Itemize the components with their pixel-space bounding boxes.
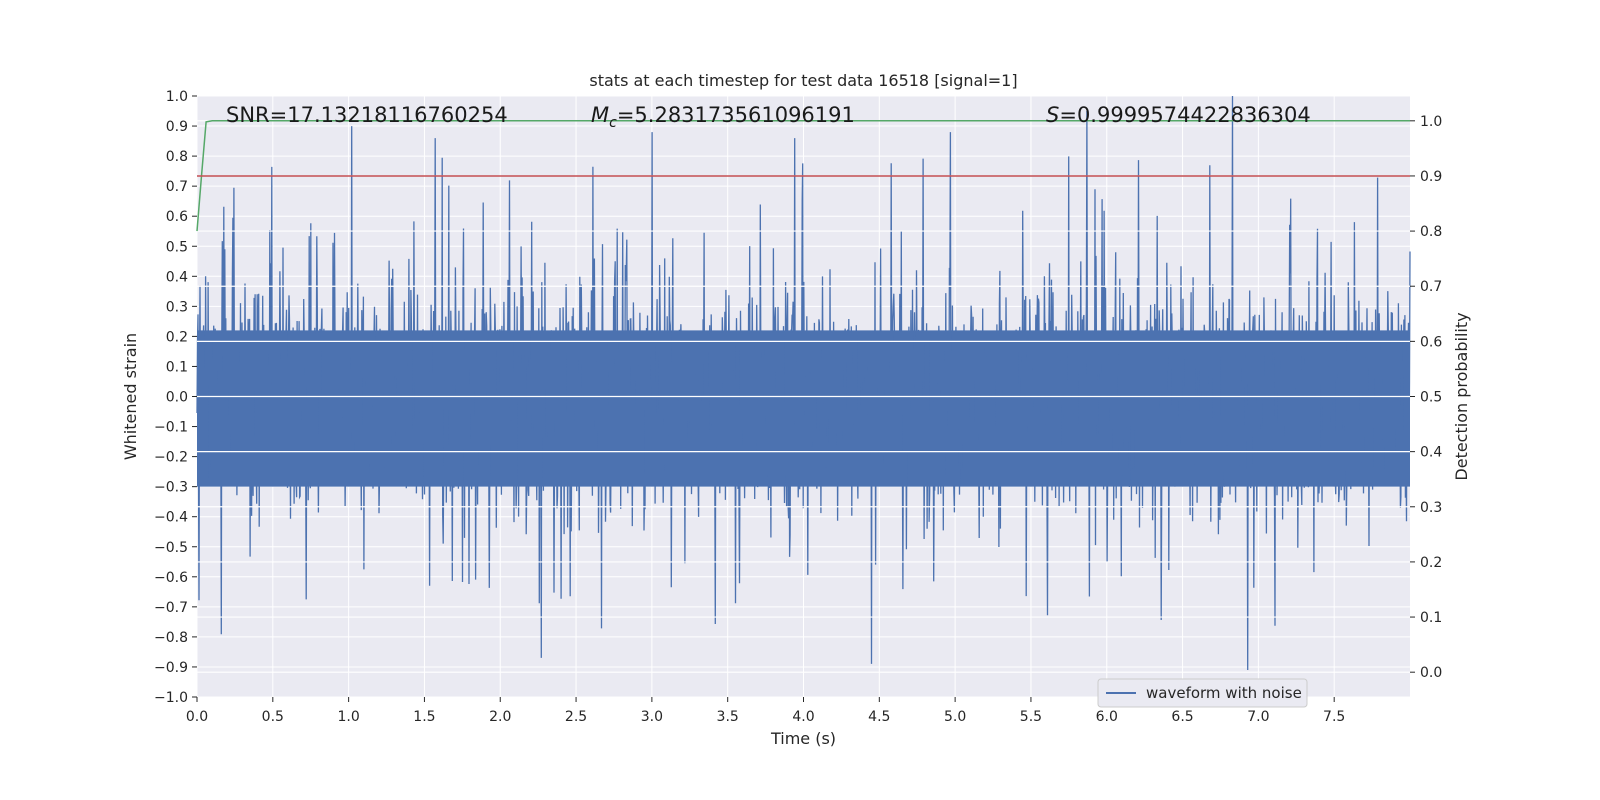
legend-label: waveform with noise [1146, 684, 1302, 702]
y-tick-label: 0.8 [166, 149, 188, 165]
y2-tick-label: 0.0 [1420, 665, 1442, 681]
y-tick-label: 0.2 [166, 329, 188, 345]
x-tick-label: 5.0 [944, 709, 966, 725]
s-symbol: S [1046, 103, 1059, 127]
detection-stat-annotation: S=0.9999574422836304 [1046, 103, 1311, 127]
y-tick-label: 0.1 [166, 359, 188, 375]
chart-title: stats at each timestep for test data 165… [589, 71, 1017, 90]
y2-tick-label: 0.1 [1420, 610, 1442, 626]
y-tick-label: 0.6 [166, 209, 188, 225]
x-tick-label: 3.5 [717, 709, 739, 725]
y2-tick-label: 0.3 [1420, 500, 1442, 516]
y2-tick-label: 0.7 [1420, 279, 1442, 295]
y-tick-label: 1.0 [166, 89, 188, 105]
y-tick-label: −0.8 [154, 630, 188, 646]
legend-box [1097, 678, 1308, 708]
s-value: =0.9999574422836304 [1059, 103, 1310, 127]
y-tick-label: 0.5 [166, 239, 188, 255]
y-tick-label: −0.9 [154, 660, 188, 676]
y-tick-label: 0.3 [166, 299, 188, 315]
y2-tick-label: 0.2 [1420, 555, 1442, 571]
x-tick-label: 1.5 [413, 709, 435, 725]
x-tick-label: 1.0 [337, 709, 359, 725]
y-tick-label: 0.4 [166, 269, 188, 285]
y-tick-label: 0.9 [166, 119, 188, 135]
y-tick-label: 0.0 [166, 390, 188, 406]
y-tick-label: −0.5 [154, 540, 188, 556]
waveform-series [196, 95, 1411, 671]
y-tick-label: −0.1 [154, 420, 188, 436]
y2-tick-label: 0.8 [1420, 224, 1442, 240]
x-tick-label: 0.0 [186, 709, 208, 725]
x-tick-label: 3.0 [641, 709, 663, 725]
y2-tick-label: 0.9 [1420, 169, 1442, 185]
x-tick-label: 4.5 [868, 709, 890, 725]
x-tick-label: 5.5 [1020, 709, 1042, 725]
y-tick-label: −0.6 [154, 570, 188, 586]
x-tick-label: 6.5 [1171, 709, 1193, 725]
y-tick-label: −0.7 [154, 600, 188, 616]
y2-axis-label: Detection probability [1452, 312, 1471, 480]
mc-value: =5.283173561096191 [617, 103, 855, 127]
x-tick-label: 7.0 [1247, 709, 1269, 725]
y-axis-label: Whitened strain [121, 333, 140, 460]
x-tick-label: 6.0 [1096, 709, 1118, 725]
mc-subscript: c [609, 115, 617, 131]
x-tick-label: 2.5 [565, 709, 587, 725]
y-tick-label: −0.3 [154, 480, 188, 496]
axis-ticks: 0.0 0.5 1.0 1.5 2.0 2.5 3.0 3.5 4.0 4.5 5.0 5.5 6.0 6… [154, 89, 1442, 725]
y2-tick-label: 0.4 [1420, 445, 1442, 461]
y-tick-label: 0.7 [166, 179, 188, 195]
y2-tick-label: 1.0 [1420, 114, 1442, 130]
legend: waveform with noise [1097, 678, 1308, 708]
probability-overlay [196, 120, 1410, 232]
mc-symbol: M [591, 103, 609, 127]
y-tick-label: −1.0 [154, 690, 188, 706]
snr-annotation: SNR=17.13218116760254 [226, 103, 508, 127]
waveform-line [196, 95, 1411, 671]
x-tick-label: 4.0 [792, 709, 814, 725]
detection-probability-line [196, 120, 1410, 232]
x-tick-label: 2.0 [489, 709, 511, 725]
y-tick-label: −0.2 [154, 450, 188, 466]
x-axis-label: Time (s) [770, 729, 836, 748]
y2-tick-label: 0.5 [1420, 390, 1442, 406]
y-tick-label: −0.4 [154, 510, 188, 526]
chirp-mass-annotation: Mc=5.283173561096191 [591, 103, 855, 131]
x-tick-label: 0.5 [262, 709, 284, 725]
y2-tick-label: 0.6 [1420, 334, 1442, 350]
x-tick-label: 7.5 [1323, 709, 1345, 725]
